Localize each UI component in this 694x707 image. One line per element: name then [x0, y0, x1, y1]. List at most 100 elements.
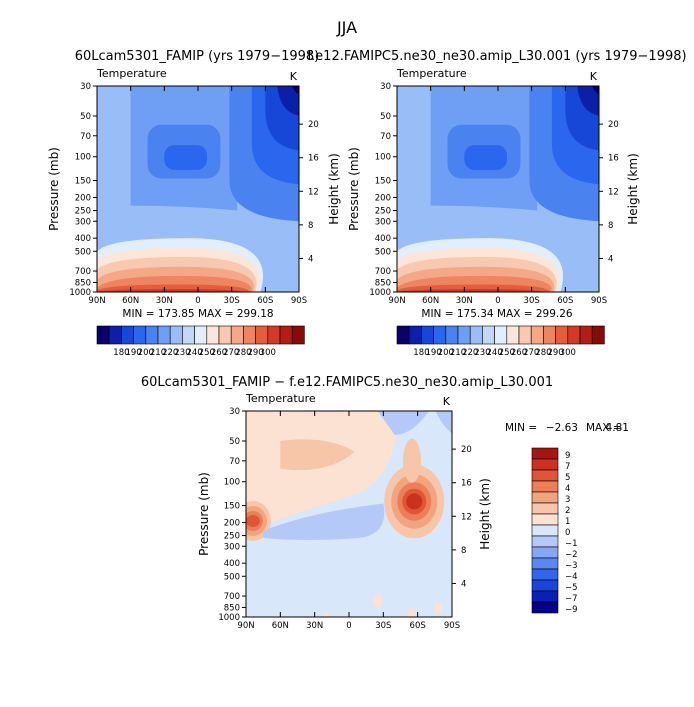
y-tick-label: 700 — [75, 267, 91, 277]
x-tick-label: 0 — [495, 296, 500, 306]
colorbar-swatch — [157, 325, 171, 345]
colorbar-label: 240 — [186, 348, 202, 358]
y-axis-label: Pressure (mb) — [347, 147, 361, 231]
y-tick-label: 400 — [375, 234, 391, 244]
x-tick-label: 60S — [257, 296, 273, 306]
y-tick-label: 50 — [80, 112, 91, 122]
colorbar-swatch — [531, 535, 559, 548]
x-tick-label: 60S — [410, 621, 426, 631]
x-tick-label: 60S — [557, 296, 573, 306]
y2-tick-label: 8 — [608, 221, 613, 231]
y-tick-label: 500 — [224, 572, 240, 582]
colorbar-label: 290 — [247, 348, 263, 358]
colorbar-swatch — [531, 579, 559, 592]
units-label: K — [590, 70, 598, 83]
negative-contour — [435, 411, 452, 434]
colorbar-swatch — [469, 325, 483, 345]
units-label: K — [443, 395, 451, 408]
y-tick-label: 700 — [224, 592, 240, 602]
cold-contour — [277, 86, 299, 116]
colorbar-label: 260 — [211, 348, 227, 358]
colorbar-label: 210 — [450, 348, 466, 358]
y2-tick-label: 20 — [461, 445, 472, 455]
y2-tick-label: 12 — [461, 512, 472, 522]
panel-title: 60Lcam5301_FAMIP − f.e12.FAMIPC5.ne30_ne… — [141, 375, 553, 390]
y-tick-label: 70 — [380, 132, 391, 142]
x-tick-label: 30S — [524, 296, 540, 306]
x-tick-label: 60N — [272, 621, 289, 631]
min-label: MIN = — [505, 422, 537, 434]
colorbar-swatch — [457, 325, 471, 345]
min-max-stats: MIN = 173.85 MAX = 299.18 — [122, 308, 273, 320]
y-tick-label: 400 — [75, 234, 91, 244]
x-tick-label: 60N — [122, 296, 139, 306]
colorbar-swatch — [531, 590, 559, 603]
colorbar-label: −5 — [565, 583, 578, 593]
colorbar-label: 200 — [438, 348, 454, 358]
colorbar-swatch — [96, 325, 110, 345]
colorbar-label: −2 — [565, 550, 578, 560]
colorbar-swatch — [531, 568, 559, 581]
colorbar-swatch — [531, 447, 559, 460]
x-tick-label: 90S — [591, 296, 607, 306]
x-tick-label: 30N — [156, 296, 173, 306]
temperature-field — [397, 86, 599, 292]
max-value: 4.81 — [606, 422, 629, 434]
colorbar-swatch — [591, 325, 605, 345]
colorbar-label: 230 — [174, 348, 190, 358]
y-tick-label: 300 — [375, 217, 391, 227]
figure-title: JJA — [336, 18, 357, 37]
y-tick-label: 250 — [75, 207, 91, 217]
y-tick-label: 1000 — [218, 613, 240, 623]
panel-title: 60Lcam5301_FAMIP (yrs 1979−1998) — [75, 49, 320, 64]
negative-contour — [263, 503, 385, 541]
y-tick-label: 200 — [224, 518, 240, 528]
y-tick-label: 200 — [75, 193, 91, 203]
y-tick-label: 150 — [375, 177, 391, 187]
colorbar-label: 190 — [125, 348, 141, 358]
colorbar-swatch — [531, 601, 559, 614]
y-tick-label: 100 — [224, 478, 240, 488]
cold-contour — [577, 86, 599, 116]
y2-axis-label: Height (km) — [626, 153, 640, 224]
colorbar-swatch — [408, 325, 422, 345]
colorbar-swatch — [291, 325, 305, 345]
variable-label: Temperature — [96, 67, 167, 80]
y-tick-label: 100 — [75, 153, 91, 163]
y-tick-label: 700 — [375, 267, 391, 277]
temperature-field — [97, 86, 299, 292]
y-tick-label: 70 — [229, 457, 240, 467]
y-tick-label: 30 — [380, 82, 391, 92]
colorbar-swatch — [543, 325, 556, 345]
y2-tick-label: 12 — [608, 187, 619, 197]
y-tick-label: 250 — [375, 207, 391, 217]
colorbar-label: 210 — [150, 348, 166, 358]
colorbar-label: 220 — [162, 348, 178, 358]
panel-title: f.e12.FAMIPC5.ne30_ne30.amip_L30.001 (yr… — [307, 49, 686, 64]
y-tick-label: 250 — [224, 532, 240, 542]
colorbar-swatch — [531, 524, 559, 537]
y-tick-label: 70 — [80, 132, 91, 142]
warm-contour — [397, 288, 544, 292]
y2-tick-label: 16 — [608, 154, 619, 164]
y-axis-label: Pressure (mb) — [47, 147, 61, 231]
y-tick-label: 500 — [375, 247, 391, 257]
y-tick-label: 100 — [375, 153, 391, 163]
colorbar-swatch — [206, 325, 220, 345]
colorbar-label: 280 — [535, 348, 551, 358]
colorbar-swatch — [133, 325, 147, 345]
variable-label: Temperature — [245, 392, 316, 405]
y-tick-label: 1000 — [369, 288, 391, 298]
y2-tick-label: 8 — [308, 221, 313, 231]
colorbar-swatch — [530, 325, 544, 345]
x-tick-label: 0 — [346, 621, 351, 631]
cold-core — [164, 145, 207, 170]
y2-axis-label: Height (km) — [327, 153, 341, 224]
variable-label: Temperature — [396, 67, 467, 80]
colorbar-label: 300 — [560, 348, 576, 358]
positive-contour — [246, 514, 260, 527]
